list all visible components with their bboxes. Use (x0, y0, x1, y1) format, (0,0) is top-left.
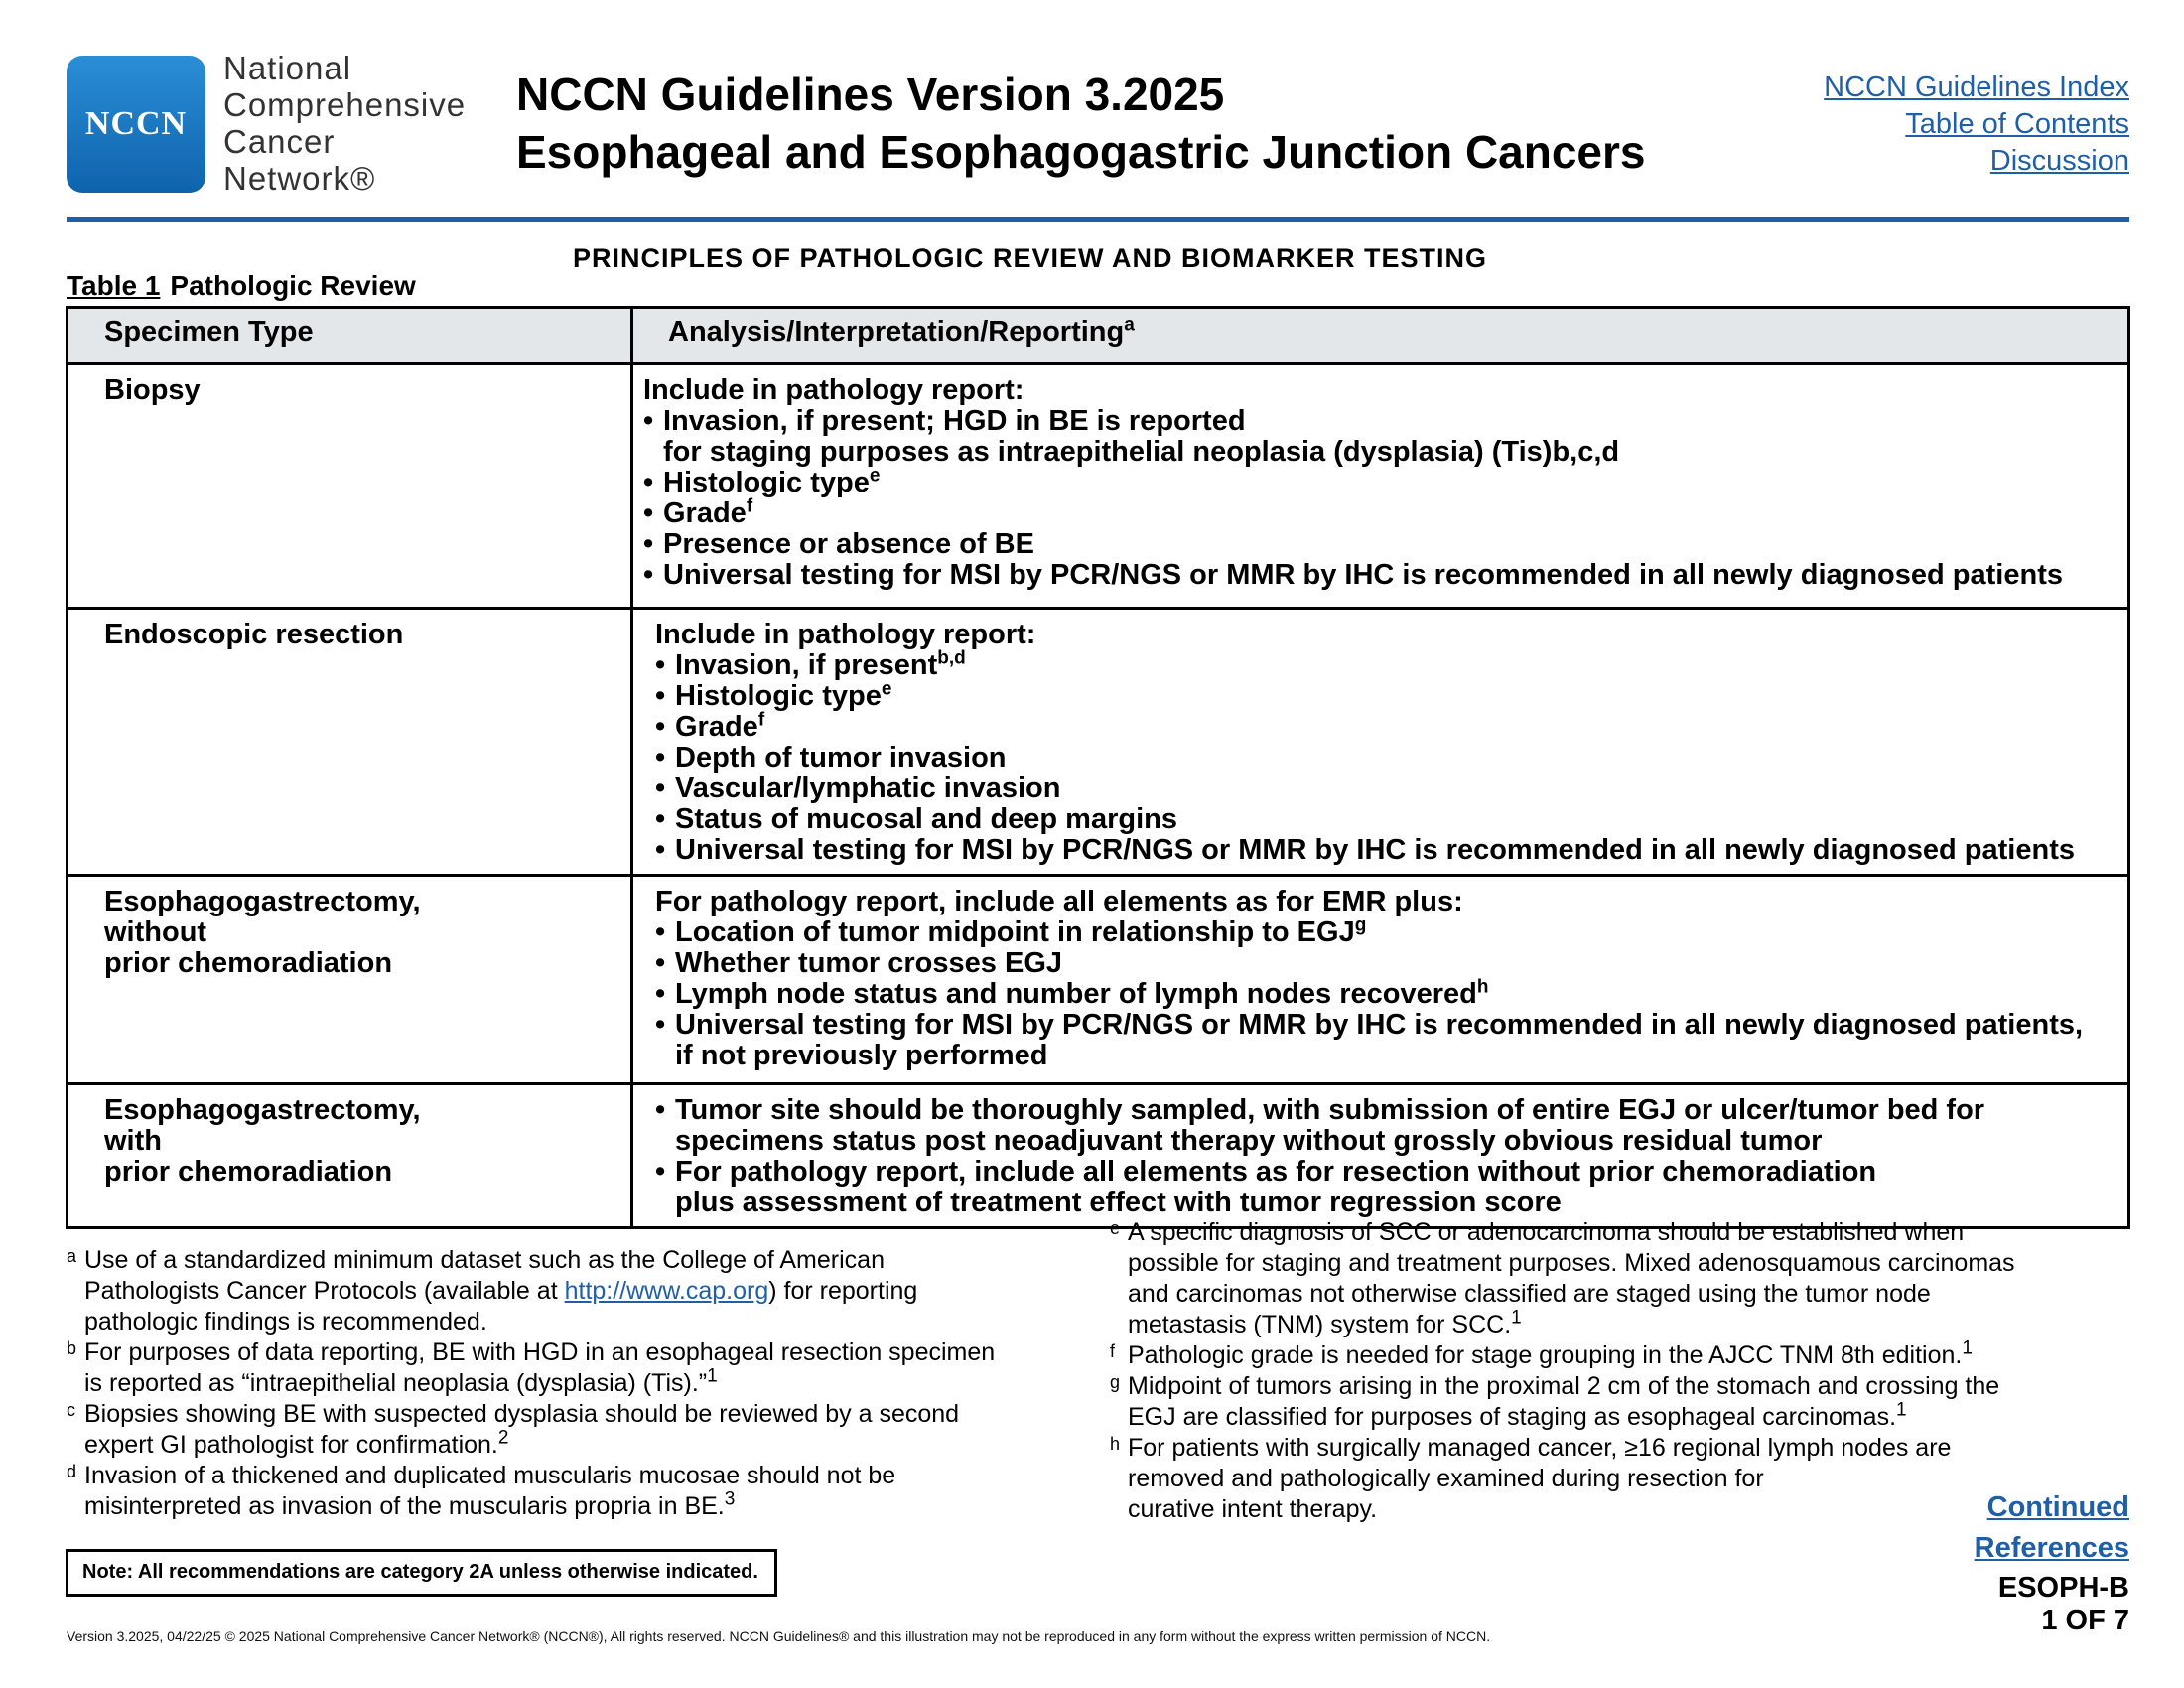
table-header-row: Specimen Type Analysis/Interpretation/Re… (66, 306, 2130, 365)
cell-lead: Include in pathology report: (655, 619, 1036, 650)
list-item: • Tumor site should be thoroughly sampled… (655, 1094, 1985, 1157)
list-item: • Vascular/lymphatic invasion (655, 773, 1061, 804)
cell-lead: Include in pathology report: (643, 374, 1024, 406)
organization-name: National Comprehensive Cancer Network® (223, 50, 466, 197)
footnote-a: a Use of a standardized minimum dataset s… (67, 1246, 918, 1336)
footnote-g: g Midpoint of tumors arising in the proxi… (1110, 1372, 2000, 1431)
table-row: Esophagogastrectomy, with prior chemorad… (66, 1082, 2130, 1229)
footnote-c: c Biopsies showing BE with suspected dysp… (67, 1400, 960, 1459)
title-topic: Esophageal and Esophagogastric Junction … (516, 126, 1646, 178)
continued-link[interactable]: Continued (1986, 1491, 2129, 1523)
pathologic-review-table: Specimen Type Analysis/Interpretation/Re… (66, 306, 2130, 1229)
page-code: ESOPH-B (1997, 1572, 2129, 1604)
specimen-name: Biopsy (104, 374, 201, 406)
footnote-h: h For patients with surgically managed ca… (1110, 1434, 1952, 1523)
list-item: • For pathology report, include all eleme… (655, 1156, 1877, 1218)
table-caption: Table 1 Pathologic Review (67, 270, 416, 302)
page-title: NCCN Guidelines Version 3.2025 Esophagea… (516, 66, 1646, 181)
list-item: • Universal testing for MSI by PCR/NGS or… (655, 1009, 2084, 1071)
table-row: Esophagogastrectomy, without prior chemo… (66, 874, 2130, 1085)
specimen-cell: Esophagogastrectomy, with prior chemorad… (66, 1082, 633, 1229)
list-item: • Depth of tumor invasion (655, 742, 1007, 774)
org-line: Comprehensive (223, 86, 467, 123)
page-identifier: ESOPH-B 1 OF 7 (1998, 1572, 2129, 1637)
org-line: Cancer (223, 123, 336, 160)
page-number: 1 OF 7 (2041, 1605, 2129, 1636)
col-header-analysis: Analysis/Interpretation/Reportinga (630, 306, 2130, 365)
cap-link[interactable]: http://www.cap.org (564, 1277, 769, 1305)
references-link[interactable]: References (1974, 1532, 2129, 1564)
logo-text: NCCN (84, 105, 188, 142)
list-item: • Invasion, if present; HGD in BE is repo… (643, 405, 1620, 468)
footnotes-left: a Use of a standardized minimum dataset s… (67, 1245, 1119, 1522)
list-item: • Universal testing for MSI by PCR/NGS or… (655, 834, 2075, 866)
table-number: Table 1 (67, 270, 161, 301)
specimen-name: with (104, 1125, 162, 1157)
specimen-cell: Esophagogastrectomy, without prior chemo… (66, 874, 633, 1085)
nccn-logo: NCCN (67, 56, 205, 193)
nav-links: NCCN Guidelines Index Table of Contents … (1824, 70, 2129, 180)
col-header-specimen: Specimen Type (66, 306, 633, 365)
footnote-b: b For purposes of data reporting, BE with… (67, 1338, 996, 1397)
table-of-contents-link[interactable]: Table of Contents (1905, 108, 2129, 140)
specimen-name: prior chemoradiation (104, 1156, 393, 1188)
list-item: • Location of tumor midpoint in relations… (655, 914, 1367, 948)
list-item: • Gradef (643, 495, 753, 529)
analysis-cell: Include in pathology report: • Invasion, … (630, 607, 2130, 877)
col-header-analysis-text: Analysis/Interpretation/Reporting (668, 316, 1125, 348)
list-item: • Whether tumor crosses EGJ (655, 947, 1062, 979)
analysis-cell: For pathology report, include all elemen… (630, 874, 2130, 1085)
list-item: • Lymph node status and number of lymph n… (655, 976, 1489, 1010)
discussion-link[interactable]: Discussion (1989, 145, 2129, 177)
section-title: PRINCIPLES OF PATHOLOGIC REVIEW AND BIOM… (573, 243, 1488, 273)
guidelines-index-link[interactable]: NCCN Guidelines Index (1824, 71, 2129, 103)
specimen-name: Endoscopic resection (104, 619, 404, 650)
list-item: • Gradef (655, 709, 765, 743)
table-row: Endoscopic resection Include in patholog… (66, 607, 2130, 877)
list-item: • Status of mucosal and deep margins (655, 803, 1177, 835)
list-item: • Histologic typee (655, 678, 892, 712)
footnote-f: f Pathologic grade is needed for stage gr… (1110, 1337, 1973, 1369)
footnote-d: d Invasion of a thickened and duplicated … (67, 1462, 896, 1520)
analysis-cell: • Tumor site should be thoroughly sampled… (630, 1082, 2130, 1229)
list-item: • Invasion, if presentb,d (655, 647, 966, 681)
specimen-name: Esophagogastrectomy, (104, 1094, 421, 1126)
cell-lead: For pathology report, include all elemen… (655, 886, 1463, 917)
list-item: • Universal testing for MSI by PCR/NGS or… (643, 559, 2063, 591)
org-line: Network® (223, 160, 376, 197)
copyright-notice: Version 3.2025, 04/22/25 © 2025 National… (67, 1628, 1491, 1644)
specimen-cell: Endoscopic resection (66, 607, 633, 877)
table-row: Biopsy Include in pathology report: • Inv… (66, 362, 2130, 610)
specimen-name: Esophagogastrectomy, (104, 886, 421, 917)
title-version: NCCN Guidelines Version 3.2025 (516, 69, 1225, 120)
list-item: • Histologic typee (643, 465, 881, 498)
footnote-ref: a (1124, 314, 1135, 336)
specimen-name: without (104, 916, 207, 948)
list-item: • Presence or absence of BE (643, 528, 1034, 560)
category-note: Note: All recommendations are category 2… (66, 1549, 777, 1597)
header-divider (67, 217, 2129, 222)
specimen-name: prior chemoradiation (104, 947, 393, 979)
specimen-cell: Biopsy (66, 362, 633, 610)
table-title: Pathologic Review (170, 270, 416, 301)
org-line: National (223, 50, 352, 86)
analysis-cell: Include in pathology report: • Invasion, … (630, 362, 2130, 610)
